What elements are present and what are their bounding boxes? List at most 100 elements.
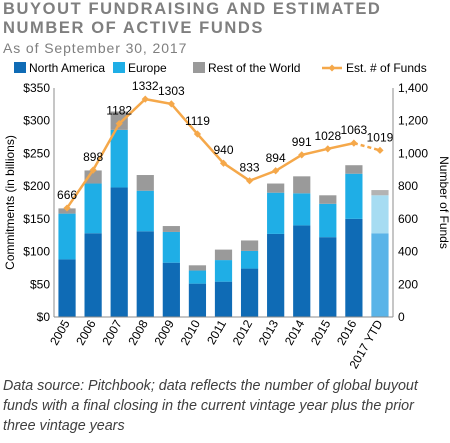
y-tick-label: $0	[37, 310, 51, 324]
funds-data-label: 1303	[158, 84, 185, 98]
y2-axis-title: Number of Funds	[437, 156, 450, 249]
x-tick-label: 2016	[334, 317, 360, 347]
funds-marker-2009	[167, 100, 175, 108]
bar-north-america-2007	[110, 187, 128, 317]
bar-north-america-2012	[240, 268, 259, 317]
footnote: Data source: Pitchbook; data reflects th…	[3, 378, 418, 434]
bar-europe-2006	[84, 183, 102, 234]
bar-rest-of-the-world-2017-ytd	[371, 190, 389, 196]
legend-swatch-north-america	[14, 62, 26, 73]
y-tick-label: $200	[23, 179, 50, 193]
bar-rest-of-the-world-2013	[267, 183, 285, 193]
chart-title: BUYOUT FUNDRAISING AND ESTIMATED NUMBER …	[3, 0, 382, 37]
funds-marker-2015	[324, 145, 332, 153]
funds-line-projected	[353, 141, 381, 152]
funds-data-label: 1019	[367, 130, 394, 144]
y-tick-label: $250	[23, 146, 50, 160]
funds-marker-2013	[272, 167, 280, 175]
bar-europe-2014	[293, 193, 311, 226]
x-tick-label: 2006	[73, 317, 99, 347]
bar-north-america-2006	[84, 233, 102, 317]
bar-rest-of-the-world-2009	[162, 226, 180, 232]
y-tick-label: $100	[23, 245, 50, 259]
bar-europe-2013	[267, 192, 285, 234]
funds-marker-2012	[245, 177, 254, 185]
funds-marker-2010	[193, 130, 202, 138]
funds-data-label: 940	[213, 143, 233, 157]
y2-tick-label: 200	[398, 277, 418, 291]
x-tick-label: 2013	[256, 317, 282, 347]
x-tick-label: 2014	[282, 317, 308, 347]
bar-europe-2009	[162, 231, 180, 263]
x-tick-label: 2007	[99, 317, 125, 347]
legend-label-europe: Europe	[128, 61, 167, 75]
bar-north-america-2014	[293, 225, 311, 317]
bar-rest-of-the-world-2006	[84, 170, 102, 184]
x-tick-label: 2011	[204, 317, 229, 347]
legend-swatch-rest-of-the-world	[193, 62, 205, 73]
funds-data-label: 1332	[132, 79, 159, 93]
funds-data-label: 894	[266, 151, 286, 165]
bar-rest-of-the-world-2015	[319, 195, 337, 204]
funds-data-label: 1182	[106, 104, 132, 118]
legend-label-rest-of-the-world: Rest of the World	[208, 61, 300, 75]
funds-marker-2007	[115, 120, 123, 128]
funds-marker-2016	[350, 139, 358, 147]
funds-marker-2014	[298, 151, 306, 159]
y2-tick-label: 1,400	[398, 81, 428, 95]
funds-data-label: 1063	[341, 123, 368, 137]
y2-tick-label: 600	[398, 212, 418, 226]
bar-north-america-2011	[214, 281, 233, 317]
bar-north-america-2008	[136, 231, 154, 317]
y-tick-label: $50	[30, 277, 50, 291]
funds-line	[65, 97, 355, 209]
x-tick-label: 2015	[308, 317, 334, 347]
bar-north-america-2005	[58, 259, 76, 317]
funds-marker-2011	[219, 159, 228, 167]
legend-marker-funds	[328, 64, 336, 72]
funds-data-label: 833	[240, 161, 260, 175]
y-tick-label: $300	[23, 114, 50, 128]
x-tick-label: 2008	[125, 317, 151, 347]
bar-europe-2016	[345, 173, 363, 219]
bar-north-america-2017-ytd	[371, 233, 389, 317]
funds-data-label: 991	[292, 135, 312, 149]
bar-europe-2017-ytd	[371, 195, 389, 234]
bar-rest-of-the-world-2014	[293, 176, 311, 194]
bar-rest-of-the-world-2008	[136, 175, 154, 191]
y2-tick-label: 1,000	[398, 146, 428, 160]
funds-marker-2017-ytd	[376, 146, 384, 154]
y2-tick-label: 1,200	[398, 114, 428, 128]
bar-europe-2012	[240, 250, 259, 269]
bar-rest-of-the-world-2010	[188, 265, 207, 271]
funds-data-label: 1119	[185, 114, 210, 128]
x-tick-label: 2012	[230, 317, 256, 347]
x-tick-label: 2010	[178, 317, 204, 347]
y2-tick-label: 800	[398, 179, 418, 193]
bar-rest-of-the-world-2012	[240, 240, 259, 251]
legend: North America Europe Rest of the World Est.…	[14, 61, 427, 75]
bar-north-america-2015	[319, 237, 337, 317]
y-tick-label: $150	[23, 212, 50, 226]
legend-label-est-funds: Est. # of Funds	[346, 61, 427, 75]
funds-marker-2006	[89, 166, 97, 174]
bar-rest-of-the-world-2016	[345, 165, 363, 174]
y-axis-title: Commitments (in billions)	[3, 135, 17, 270]
y2-tick-label: 0	[398, 310, 405, 324]
bar-europe-2011	[214, 260, 233, 282]
funds-data-label: 666	[57, 188, 77, 202]
y2-tick-label: 400	[398, 245, 418, 259]
funds-marker-2005	[63, 204, 71, 212]
bar-europe-2005	[58, 213, 76, 260]
bar-north-america-2009	[162, 262, 180, 317]
plot-area	[58, 111, 389, 317]
bar-north-america-2016	[345, 218, 363, 317]
chart-subtitle: As of September 30, 2017	[3, 40, 188, 56]
legend-swatch-europe	[113, 62, 125, 73]
funds-data-label: 898	[83, 150, 103, 164]
bar-europe-2015	[319, 203, 337, 238]
legend-label-north-america: North America	[29, 61, 105, 75]
bar-europe-2008	[136, 190, 154, 232]
bar-rest-of-the-world-2011	[214, 249, 233, 261]
